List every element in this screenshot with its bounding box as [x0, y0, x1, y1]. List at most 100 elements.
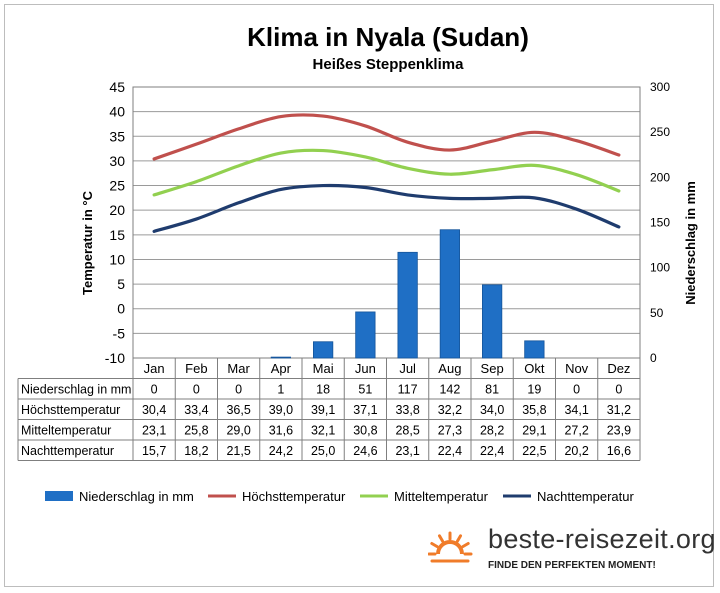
- y-tick-left: 0: [117, 301, 125, 317]
- plot-border: [132, 86, 641, 359]
- y-tick-right: 300: [650, 80, 670, 94]
- table-row: Nachttemperatur 15,7 18,2 21,5 24,2 25,0 24,6 2…: [21, 444, 631, 458]
- table-cell: 25,8: [184, 424, 208, 438]
- x-tick-label: Sep: [481, 361, 504, 376]
- chart-frame: [4, 4, 714, 587]
- table-cell: 32,1: [311, 424, 335, 438]
- table-row-label: Höchsttemperatur: [21, 403, 120, 417]
- precipitation-bar: [355, 311, 376, 359]
- precipitation-bar: [524, 340, 545, 359]
- table-row: Höchsttemperatur 30,4 33,4 36,5 39,0 39,1 37,1…: [21, 403, 631, 417]
- x-tick-label: Jan: [144, 361, 165, 376]
- table-cell: 23,1: [142, 424, 166, 438]
- legend-label: Mitteltemperatur: [394, 489, 489, 504]
- table-cell: 142: [439, 383, 460, 397]
- y-tick-left: 10: [109, 251, 125, 267]
- y-tick-left: -5: [113, 325, 126, 341]
- y-tick-right: 200: [650, 170, 670, 184]
- table-cell: 29,0: [226, 424, 250, 438]
- y-tick-right: 0: [650, 351, 657, 365]
- y-tick-left: 25: [109, 178, 125, 194]
- y-tick-right: 50: [650, 306, 664, 320]
- table-cell: 27,2: [564, 424, 588, 438]
- legend-item: Niederschlag in mm: [45, 489, 194, 504]
- legend-label: Höchsttemperatur: [242, 489, 346, 504]
- x-tick-label: Dez: [607, 361, 630, 376]
- table-row-label: Nachttemperatur: [21, 444, 114, 458]
- legend-label: Nachttemperatur: [537, 489, 634, 504]
- brand-slogan: FINDE DEN PERFEKTEN MOMENT!: [488, 560, 656, 571]
- table-cell: 30,8: [353, 424, 377, 438]
- x-tick-label: Okt: [524, 361, 545, 376]
- brand-name[interactable]: beste-reisezeit.org: [488, 524, 716, 554]
- table-row: Mitteltemperatur 23,1 25,8 29,0 31,6 32,1 30,8…: [21, 424, 631, 438]
- table-header-row: Jan Feb Mar Apr Mai Jun Jul Aug Sep Okt Nov Dez: [132, 358, 641, 379]
- chart-title: Klima in Nyala (Sudan): [247, 22, 529, 52]
- y-tick-right: 100: [650, 261, 670, 275]
- table-cell: 15,7: [142, 444, 166, 458]
- x-tick-label: Nov: [565, 361, 589, 376]
- table-cell: 37,1: [353, 403, 377, 417]
- table-cell: 39,0: [269, 403, 293, 417]
- precipitation-bar: [482, 284, 503, 359]
- legend: Niederschlag in mm Höchsttemperatur Mittel…: [45, 489, 634, 504]
- table-cell: 23,1: [395, 444, 419, 458]
- x-tick-label: Apr: [271, 361, 292, 376]
- table-cell: 19: [527, 383, 541, 397]
- precipitation-bar: [313, 341, 334, 359]
- table-cell: 51: [358, 383, 372, 397]
- table-cell: 24,6: [353, 444, 377, 458]
- table-cell: 22,5: [522, 444, 546, 458]
- table-cell: 0: [615, 383, 622, 397]
- x-tick-label: Aug: [438, 361, 461, 376]
- table-cell: 36,5: [226, 403, 250, 417]
- night-temperature-line: [152, 183, 621, 233]
- table-cell: 117: [398, 383, 418, 397]
- table-cell: 31,2: [607, 403, 631, 417]
- y-tick-left: 45: [109, 79, 125, 95]
- y-axis-label-left: Temperatur in °C: [80, 190, 95, 295]
- sun-icon: [428, 531, 473, 563]
- table-cell: 32,2: [438, 403, 462, 417]
- table-cell: 20,2: [564, 444, 588, 458]
- table-cell: 23,9: [607, 424, 631, 438]
- table-cell: 0: [573, 383, 580, 397]
- x-tick-label: Jul: [399, 361, 416, 376]
- data-table: Jan Feb Mar Apr Mai Jun Jul Aug Sep Okt Nov Dez Nied…: [17, 358, 641, 461]
- table-cell: 21,5: [226, 444, 250, 458]
- mean-temperature-line: [152, 148, 621, 197]
- legend-label: Niederschlag in mm: [79, 489, 194, 504]
- y-tick-left: 15: [109, 227, 125, 243]
- x-tick-label: Feb: [185, 361, 207, 376]
- precipitation-bar: [439, 229, 460, 359]
- table-cell: 0: [235, 383, 242, 397]
- y-tick-left: -10: [105, 350, 125, 366]
- x-tick-label: Jun: [355, 361, 376, 376]
- chart-subtitle: Heißes Steppenklima: [313, 56, 465, 73]
- table-cell: 29,1: [522, 424, 546, 438]
- table-cell: 18: [316, 383, 330, 397]
- table-cell: 33,8: [395, 403, 419, 417]
- y-tick-right: 150: [650, 216, 670, 230]
- precipitation-bar: [397, 251, 418, 359]
- table-cell: 1: [277, 383, 284, 397]
- table-row-label: Mitteltemperatur: [21, 424, 111, 438]
- table-cell: 18,2: [184, 444, 208, 458]
- table-cell: 34,1: [564, 403, 588, 417]
- table-cell: 0: [193, 383, 200, 397]
- x-tick-label: Mai: [313, 361, 334, 376]
- y-tick-right: 250: [650, 125, 670, 139]
- table-row-label: Niederschlag in mm: [21, 383, 131, 397]
- table-cell: 28,2: [480, 424, 504, 438]
- y-tick-left: 35: [109, 128, 125, 144]
- legend-item: Mitteltemperatur: [360, 489, 489, 504]
- table-cell: 39,1: [311, 403, 335, 417]
- precipitation-bar: [270, 356, 291, 359]
- y-tick-left: 30: [109, 153, 125, 169]
- legend-item: Nachttemperatur: [503, 489, 634, 504]
- table-cell: 31,6: [269, 424, 293, 438]
- table-cell: 28,5: [395, 424, 419, 438]
- table-cell: 16,6: [607, 444, 631, 458]
- table-cell: 35,8: [522, 403, 546, 417]
